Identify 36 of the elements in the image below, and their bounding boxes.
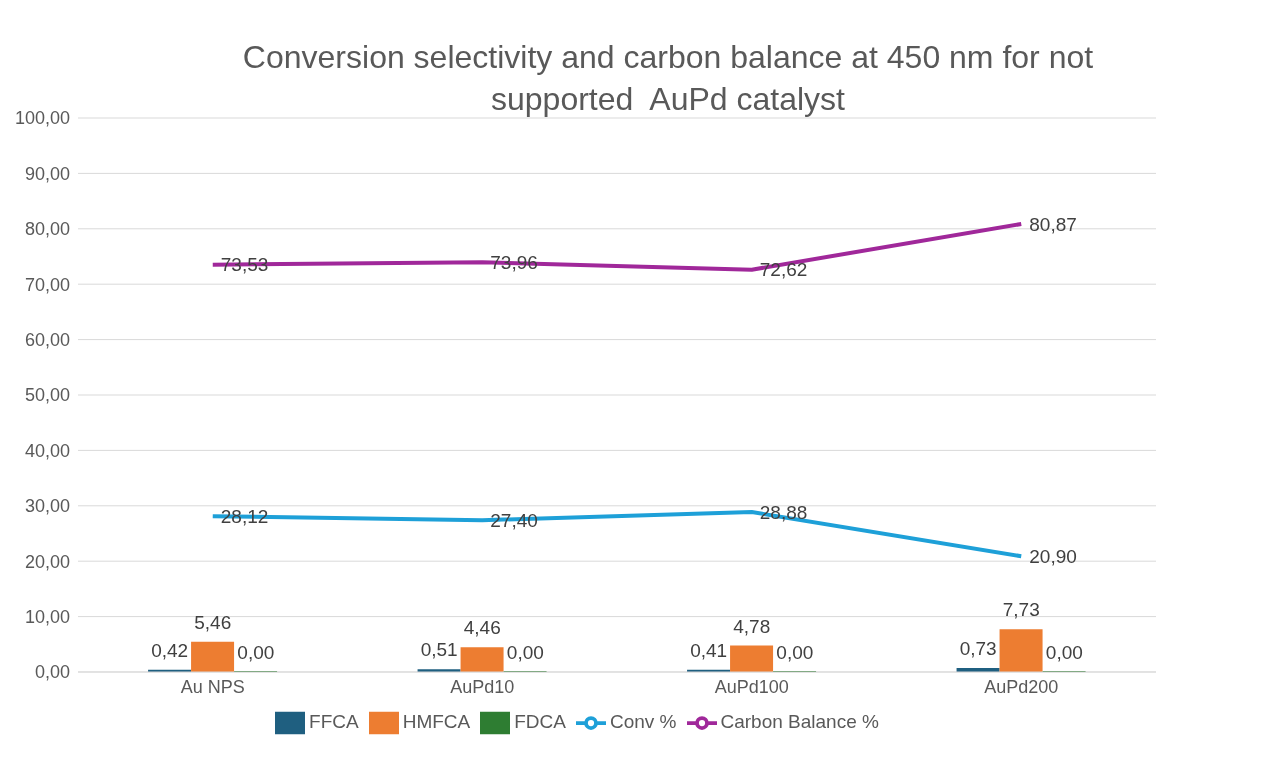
data-label: 80,87	[1029, 213, 1077, 235]
x-tick-label: Au NPS	[180, 676, 245, 697]
data-label: 0,00	[505, 642, 545, 664]
data-label: 72,62	[759, 259, 808, 281]
data-label: 7,73	[1001, 599, 1041, 622]
legend-label: Carbon Balance %	[720, 711, 879, 733]
y-tick-label: 0,00	[34, 662, 70, 683]
data-label: 4,46	[462, 617, 502, 640]
y-tick-label: 30,00	[24, 496, 70, 517]
legend-label: FFCA	[309, 711, 359, 733]
x-tick-label: AuPd10	[450, 676, 515, 697]
y-tick-label: 60,00	[24, 329, 70, 350]
data-label: 0,51	[419, 639, 459, 662]
data-label: 0,41	[689, 639, 729, 662]
legend-label: HMFCA	[402, 711, 471, 733]
y-tick-label: 100,00	[14, 108, 70, 129]
y-tick-label: 10,00	[24, 606, 70, 627]
data-label: 0,00	[775, 642, 815, 664]
x-tick-label: AuPd200	[984, 676, 1059, 697]
legend-label: Conv %	[609, 711, 677, 733]
data-label: 0,73	[958, 637, 998, 660]
data-label: 5,46	[193, 611, 233, 634]
data-label: 0,42	[150, 639, 190, 662]
x-tick-label: AuPd100	[714, 676, 789, 697]
legend-label: FDCA	[514, 711, 566, 733]
data-label: 0,00	[1044, 642, 1084, 664]
y-tick-label: 90,00	[24, 163, 70, 184]
y-tick-label: 80,00	[24, 219, 70, 240]
y-tick-label: 70,00	[24, 274, 70, 295]
chart-title: Conversion selectivity and carbon balance at 450 nm for not supported AuPd catalyst	[241, 38, 1095, 119]
data-label: 20,90	[1029, 545, 1077, 567]
y-tick-label: 40,00	[24, 440, 70, 461]
y-tick-label: 50,00	[24, 385, 70, 406]
data-label: 4,78	[732, 615, 772, 638]
y-tick-label: 20,00	[24, 551, 70, 572]
data-label: 0,00	[236, 642, 276, 664]
